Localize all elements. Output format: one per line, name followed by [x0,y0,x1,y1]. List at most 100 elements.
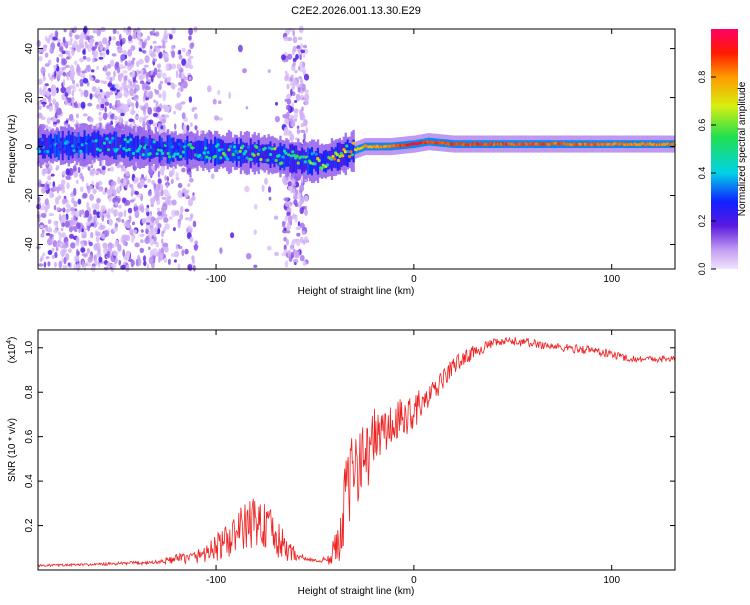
spectrogram-noise-dot [47,219,52,225]
spectrogram-noise-dot [62,36,66,44]
spectrogram-band-inner [204,137,207,165]
colorbar-tick-label: 0.4 [697,167,707,180]
spectrogram-noise-dot [95,202,100,210]
spectrogram-core-dot [350,153,354,157]
spectrogram-noise-dot [289,245,295,250]
spectrogram-noise-dot [127,251,131,256]
spectrogram-noise-dot [302,261,307,267]
spectrogram-noise-dot [171,63,177,70]
spectrogram-noise-dot [305,126,309,134]
spectrogram-noise-dot [140,229,144,233]
spectrogram-noise-dot [189,174,192,178]
spectrogram-noise-dot [124,107,130,112]
spectrogram-noise-dot [91,46,96,52]
spectrogram-core-dot [122,147,126,151]
spectrogram-noise-dot [181,58,187,66]
spectrogram-y-tick-label: 20 [24,92,35,104]
spectrogram-noise-dot [176,102,182,110]
spectrogram-noise-dot [194,240,198,245]
spectrogram-core-dot [77,143,82,147]
spectrogram-noise-dot [96,28,101,37]
spectrogram-noise-dot [47,238,53,246]
spectrogram-noise-dot [75,113,79,119]
spectrogram-band-inner [45,137,49,155]
spectrogram-noise-dot [106,262,111,267]
spectrogram-noise-dot [123,70,128,74]
spectrogram-noise-dot [112,28,117,34]
spectrogram-noise-dot [218,100,222,105]
spectrogram-noise-dot [186,124,190,132]
spectrogram-core-dot [100,145,104,149]
spectrogram-noise-dot [72,83,76,88]
spectrogram-core-dot [151,145,155,149]
spectrogram-noise-dot [81,259,85,268]
spectrogram-noise-dot [175,244,179,250]
spectrogram-noise-dot [162,124,166,132]
spectrogram-core-dot [343,150,347,154]
spectrogram-band-inner [95,132,98,156]
spectrogram-noise-dot [281,54,286,61]
spectrogram-noise-dot [138,41,143,46]
spectrogram-noise-dot [118,259,122,266]
spectrogram-core-dot [159,149,163,153]
spectrogram-noise-dot [82,49,86,55]
spectrogram-band-inner [174,141,177,158]
spectrogram-noise-dot [101,165,106,171]
spectrogram-noise-dot [173,259,177,263]
spectrogram-noise-dot [113,115,118,121]
spectrogram-core-dot [302,155,306,159]
spectrogram-noise-dot [123,178,127,186]
colorbar: 0.0 0.2 0.4 0.6 0.8 Normalized spectral ampl… [697,29,748,275]
spectrogram-noise-dot [178,72,182,78]
spectrogram-noise-dot [303,119,308,127]
spectrogram-noise-dot [87,166,91,171]
spectrogram-noise-dot [138,48,142,52]
spectrogram-noise-dot [36,100,42,106]
spectrogram-noise-dot [284,98,289,103]
spectrogram-core-dot [336,158,341,163]
spectrogram-noise-dot [253,264,258,268]
spectrogram-noise-dot [39,258,43,262]
spectrogram-core-dot [59,138,64,142]
spectrogram-noise-dot [61,188,65,194]
spectrogram-noise-dot [138,116,144,123]
spectrogram-noise-dot [58,213,62,221]
spectrogram-noise-dot [173,110,177,115]
spectrogram-noise-dot [303,236,309,244]
spectrogram-core-dot [127,147,131,152]
spectrogram-noise-dot [37,263,44,267]
spectrogram-band-inner [231,141,235,163]
spectrogram-noise-dot [46,90,50,97]
spectrogram-core-dot [317,158,321,163]
spectrogram-noise-dot [152,58,158,62]
spectrogram-noise-dot [286,93,292,100]
spectrogram-noise-dot [175,70,179,79]
spectrogram-band-inner [273,143,276,168]
spectrogram-noise-dot [178,54,183,60]
snr-y-tick-label: 0.6 [24,429,35,443]
spectrogram-band-inner [334,146,337,169]
spectrogram-noise-dot [77,166,81,174]
spectrogram-noise-dot [94,79,101,84]
spectrogram-noise-dot [77,198,82,205]
spectrogram-y-ticks: -40 -20 0 20 40 [24,43,675,252]
spectrogram-core-dot [303,160,307,164]
spectrogram-noise-dot [67,40,73,46]
spectrogram-x-tick-label: 100 [603,274,620,285]
spectrogram-y-tick-label: -40 [24,237,35,252]
spectrogram-noise-dot [83,25,88,34]
spectrogram-core-dot [58,147,62,151]
spectrogram-noise-dot [41,101,47,105]
spectrogram-core-dot [331,154,335,159]
spectrogram-noise-dot [125,220,131,226]
spectrogram-band-inner [148,134,152,162]
spectrogram-core-dot [107,148,111,152]
spectrogram-band-inner [206,139,209,163]
spectrogram-noise-dot [53,204,57,211]
spectrogram-core-dot [118,149,122,153]
spectrogram-noise-dot [84,42,88,49]
spectrogram-noise-dot [188,198,193,207]
spectrogram-noise-dot [62,264,68,269]
spectrogram-noise-dot [47,72,51,78]
spectrogram-noise-dot [87,102,93,107]
